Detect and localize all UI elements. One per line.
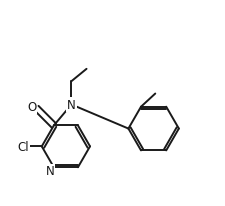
Text: N: N (46, 165, 55, 177)
Text: N: N (67, 98, 76, 111)
Text: O: O (27, 100, 37, 113)
Text: Cl: Cl (17, 140, 29, 153)
